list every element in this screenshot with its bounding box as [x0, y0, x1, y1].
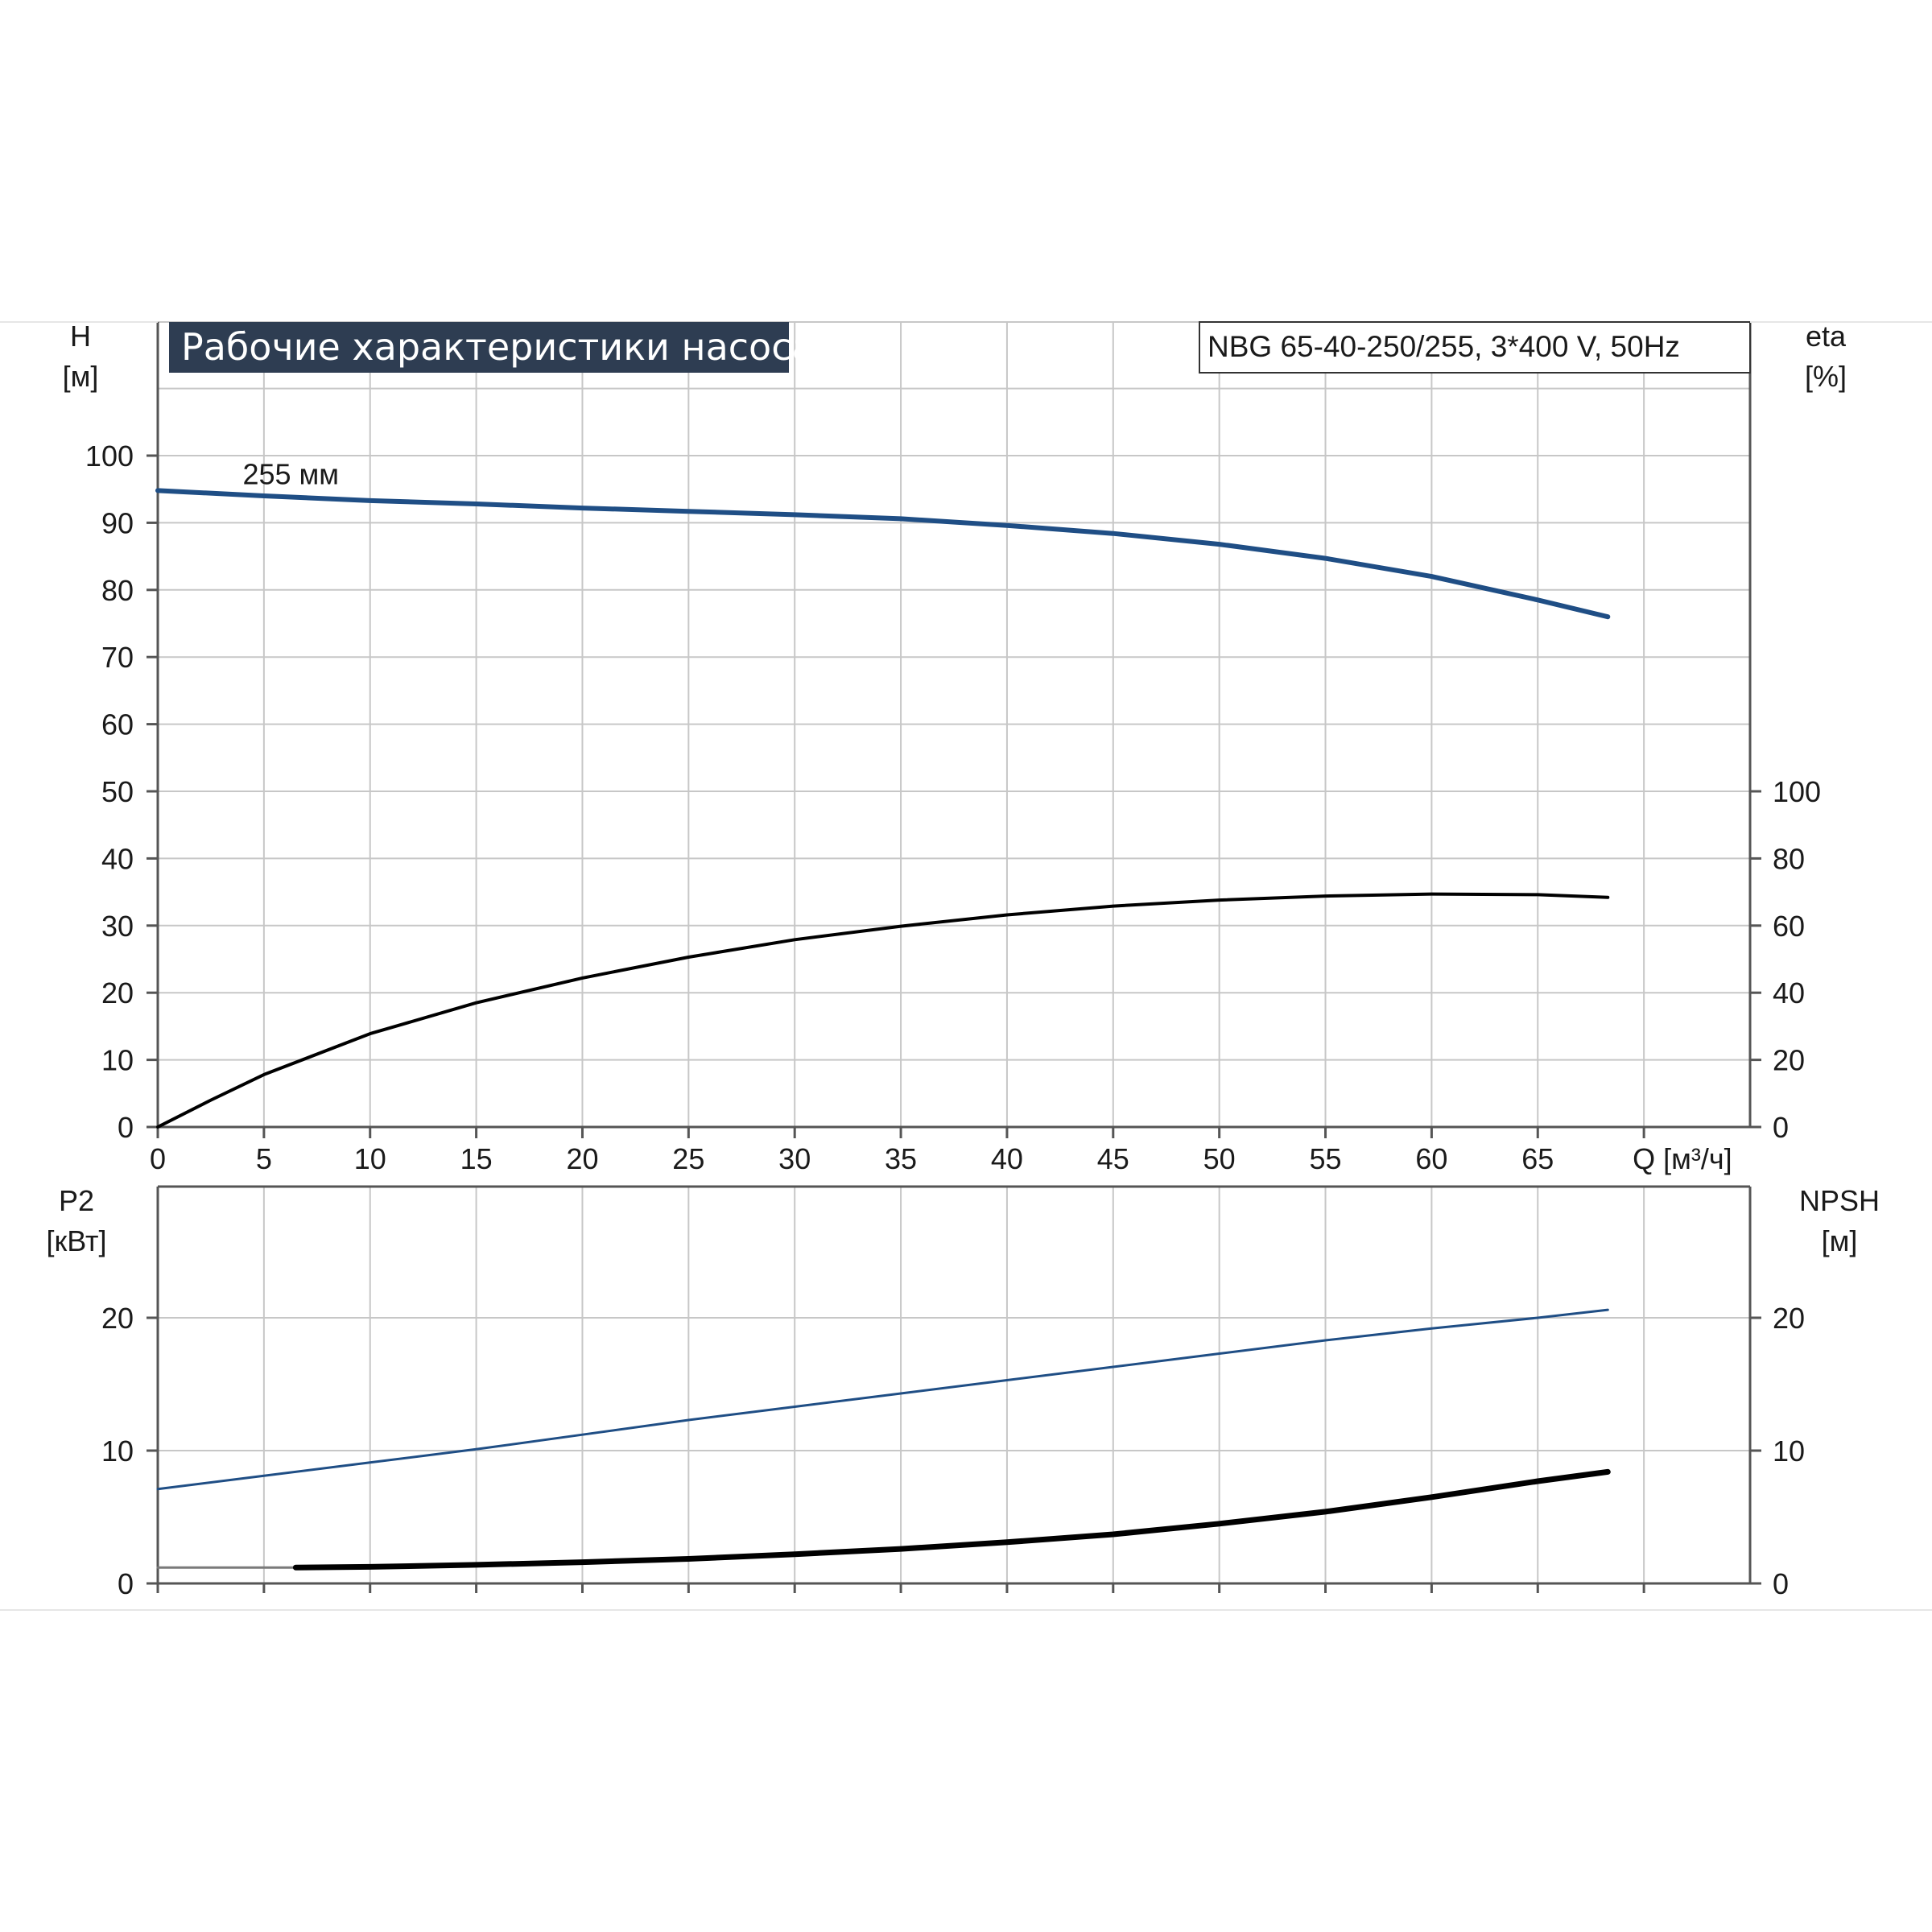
y2-tick-label: 100: [1773, 775, 1821, 808]
y-tick-label: 20: [101, 976, 134, 1009]
x-tick-label: 25: [672, 1142, 704, 1175]
x-tick-label: 35: [885, 1142, 917, 1175]
y-tick-label: 40: [101, 842, 134, 875]
y-tick-label: 20: [101, 1302, 134, 1335]
power-npsh-chart: 0 10 20 0 10 20 P2 [кВт] NPSH [м]: [0, 1184, 1932, 1611]
series-line-0-0: [155, 488, 1611, 620]
y-axis-label: H: [70, 320, 91, 353]
y2-tick-label: 40: [1773, 976, 1805, 1009]
series-line-1-1: [292, 1468, 1611, 1571]
y-tick-label: 10: [101, 1044, 134, 1077]
y2-axis-unit: [м]: [1822, 1224, 1858, 1257]
y-tick-label: 70: [101, 641, 134, 674]
x-tick-label: 20: [566, 1142, 598, 1175]
x-tick-label: 30: [778, 1142, 811, 1175]
y2-tick-label: 0: [1773, 1111, 1789, 1144]
y-tick-label: 10: [101, 1435, 134, 1468]
y-tick-label: 100: [85, 440, 134, 473]
x-tick-label: 50: [1203, 1142, 1236, 1175]
y-axis-unit: [кВт]: [46, 1224, 106, 1257]
chart-title-box: [169, 322, 789, 373]
y-axis-unit: [м]: [63, 360, 99, 393]
x-axis-label: Q [м³/ч]: [1633, 1142, 1732, 1175]
y2-tick-label: 60: [1773, 910, 1805, 943]
x-tick-label: 40: [991, 1142, 1023, 1175]
head-curve-extension: [157, 489, 296, 499]
y-tick-label: 50: [101, 775, 134, 808]
x-tick-label: 65: [1521, 1142, 1554, 1175]
y2-tick-label: 20: [1773, 1044, 1805, 1077]
x-tick-label: 5: [256, 1142, 272, 1175]
y-axis-label: P2: [59, 1184, 94, 1217]
x-tick-label: 10: [354, 1142, 386, 1175]
x-tick-label: 45: [1097, 1142, 1129, 1175]
series-label-255mm: 255 мм: [242, 457, 339, 490]
series-line-0-1: [156, 892, 1610, 1129]
chart-title: Рабочие характеристики насоса: [181, 325, 815, 369]
y-tick-label: 30: [101, 910, 134, 943]
y2-axis-label: eta: [1806, 320, 1847, 353]
model-label-box: [1199, 321, 1751, 374]
y-tick-label: 0: [118, 1567, 134, 1600]
y-tick-label: 0: [118, 1111, 134, 1144]
series-line-1-0: [156, 1308, 1609, 1491]
x-tick-label: 60: [1415, 1142, 1447, 1175]
y2-tick-label: 20: [1773, 1302, 1805, 1335]
model-label: NBG 65-40-250/255, 3*400 V, 50Hz: [1208, 330, 1680, 363]
x-tick-label: 55: [1310, 1142, 1342, 1175]
y2-axis-label: NPSH: [1799, 1184, 1880, 1217]
y2-axis-unit: [%]: [1805, 360, 1847, 393]
head-efficiency-chart: 0 10 20 30 40 50 60 70 80 90 100 0 20 40 60 80 100 0 5 10 15…: [0, 320, 1932, 1175]
x-tick-label: 0: [150, 1142, 166, 1175]
y2-tick-label: 0: [1773, 1567, 1789, 1600]
x-tick-label: 15: [460, 1142, 493, 1175]
y-tick-label: 80: [101, 574, 134, 607]
y2-tick-label: 10: [1773, 1435, 1805, 1468]
y-tick-label: 90: [101, 506, 134, 539]
y2-tick-label: 80: [1773, 842, 1805, 875]
y-tick-label: 60: [101, 708, 134, 741]
